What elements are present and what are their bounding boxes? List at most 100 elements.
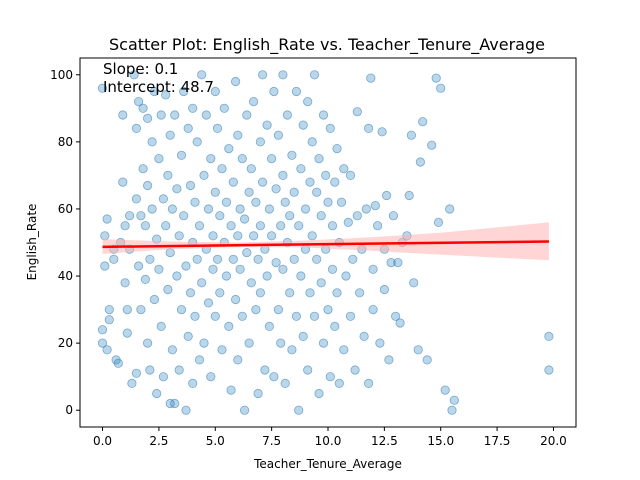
scatter-point <box>240 405 250 415</box>
scatter-point <box>303 365 313 375</box>
scatter-point <box>109 254 119 264</box>
scatter-point <box>167 204 177 214</box>
chart-title: Scatter Plot: English_Rate vs. Teacher_T… <box>109 35 545 55</box>
scatter-point <box>242 110 252 120</box>
scatter-point <box>359 331 369 341</box>
scatter-point <box>269 86 279 97</box>
scatter-point <box>318 110 329 120</box>
y-tick-label: 80 <box>58 135 73 149</box>
scatter-point <box>285 211 295 221</box>
scatter-point <box>149 86 159 97</box>
scatter-point <box>217 164 227 174</box>
scatter-point <box>323 304 333 315</box>
scatter-point <box>445 204 455 214</box>
scatter-point <box>307 231 317 241</box>
scatter-point <box>363 123 374 133</box>
scatter-point <box>185 288 196 298</box>
scatter-point <box>330 321 340 331</box>
scatter-point <box>260 365 270 375</box>
scatter-point <box>368 264 378 274</box>
scatter-point <box>120 221 130 231</box>
y-tick-label: 40 <box>58 269 73 283</box>
scatter-point <box>393 257 403 268</box>
scatter-point <box>242 248 252 258</box>
scatter-point <box>165 248 175 258</box>
scatter-point <box>334 378 344 388</box>
scatter-point <box>97 338 108 348</box>
scatter-point <box>197 278 207 288</box>
scatter-point <box>244 187 254 197</box>
scatter-point <box>179 86 189 97</box>
scatter-point <box>167 345 177 355</box>
scatter-point <box>203 204 214 214</box>
scatter-point <box>271 257 281 268</box>
scatter-point <box>163 284 173 295</box>
scatter-point <box>298 120 308 130</box>
scatter-point <box>316 278 326 288</box>
scatter-point <box>291 86 301 97</box>
scatter-point <box>165 130 175 140</box>
scatter-point <box>134 261 144 271</box>
scatter-point <box>436 83 446 93</box>
scatter-point <box>161 90 171 100</box>
x-tick-label: 5.0 <box>206 434 225 448</box>
scatter-point <box>138 103 148 113</box>
scatter-point <box>113 358 123 368</box>
scatter-point <box>231 76 241 87</box>
scatter-point <box>544 365 554 375</box>
scatter-point <box>197 70 207 80</box>
scatter-point <box>294 221 304 231</box>
x-tick-label: 12.5 <box>371 434 398 448</box>
scatter-point <box>170 110 180 120</box>
scatter-point <box>262 120 272 130</box>
scatter-point <box>104 304 114 315</box>
scatter-point <box>336 197 347 207</box>
scatter-point <box>273 130 283 140</box>
scatter-point <box>375 338 385 348</box>
scatter-point <box>188 378 198 388</box>
scatter-point <box>409 278 419 288</box>
scatter-point <box>192 254 202 264</box>
scatter-point <box>348 254 358 264</box>
scatter-point <box>145 365 155 375</box>
scatter-point <box>210 86 220 97</box>
scatter-point <box>206 372 216 382</box>
scatter-point <box>215 288 225 298</box>
scatter-point <box>273 304 283 315</box>
y-axis-title: English_Rate <box>25 204 39 281</box>
scatter-point <box>134 97 144 107</box>
scatter-point <box>199 338 209 348</box>
scatter-point <box>190 197 200 207</box>
scatter-point <box>249 97 259 107</box>
scatter-point <box>318 338 329 348</box>
scatter-point <box>449 395 459 405</box>
scatter-point <box>368 304 378 315</box>
scatter-point <box>97 325 108 335</box>
scatter-point <box>174 365 184 375</box>
scatter-point <box>224 321 234 331</box>
scatter-point <box>208 264 218 274</box>
x-tick-label: 20.0 <box>540 434 567 448</box>
scatter-point <box>231 294 241 305</box>
scatter-point <box>447 405 457 415</box>
scatter-point <box>255 221 265 231</box>
scatter-point <box>406 130 416 140</box>
scatter-point <box>289 187 299 197</box>
scatter-point <box>339 164 349 174</box>
scatter-point <box>185 180 196 191</box>
scatter-point <box>228 177 238 187</box>
scatter-point <box>176 150 187 160</box>
scatter-point <box>154 154 164 164</box>
scatter-point <box>307 137 317 147</box>
scatter-point <box>285 288 295 298</box>
scatter-point <box>415 157 425 167</box>
y-tick-label: 20 <box>58 336 73 350</box>
scatter-point <box>296 271 306 281</box>
scatter-point <box>431 73 441 83</box>
scatter-point <box>131 368 141 378</box>
scatter-point <box>172 271 182 281</box>
scatter-point <box>118 177 128 187</box>
scatter-point <box>212 123 223 133</box>
scatter-point <box>294 405 304 415</box>
scatter-point <box>246 278 256 288</box>
